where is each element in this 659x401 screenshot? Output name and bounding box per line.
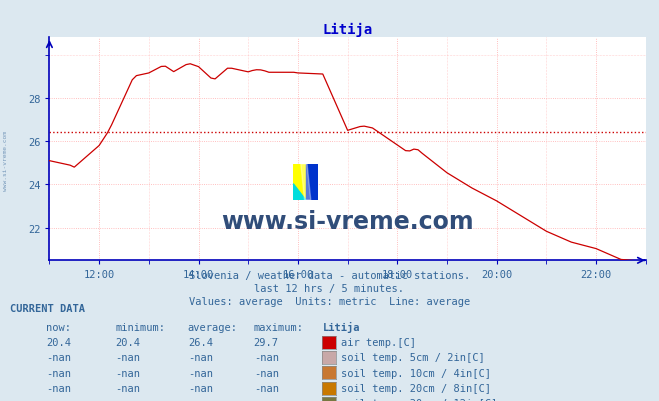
Text: 29.7: 29.7 [254,337,279,347]
Text: minimum:: minimum: [115,322,165,332]
Text: -nan: -nan [46,383,71,393]
Text: average:: average: [188,322,238,332]
Text: Values: average  Units: metric  Line: average: Values: average Units: metric Line: aver… [189,296,470,306]
Text: Litija: Litija [323,321,360,332]
Text: soil temp. 10cm / 4in[C]: soil temp. 10cm / 4in[C] [341,368,491,378]
Polygon shape [301,164,311,200]
Text: -nan: -nan [115,383,140,393]
Text: -nan: -nan [115,398,140,401]
Polygon shape [306,164,318,200]
Text: -nan: -nan [46,398,71,401]
Text: -nan: -nan [115,368,140,378]
Text: -nan: -nan [46,352,71,363]
Text: -nan: -nan [115,352,140,363]
Text: CURRENT DATA: CURRENT DATA [10,303,85,313]
Text: maximum:: maximum: [254,322,304,332]
Text: -nan: -nan [254,368,279,378]
Title: Litija: Litija [322,23,373,37]
Text: last 12 hrs / 5 minutes.: last 12 hrs / 5 minutes. [254,284,405,294]
Text: -nan: -nan [254,383,279,393]
Text: -nan: -nan [254,352,279,363]
Text: www.si-vreme.com: www.si-vreme.com [221,210,474,234]
Text: Slovenia / weather data - automatic stations.: Slovenia / weather data - automatic stat… [189,271,470,281]
Text: www.si-vreme.com: www.si-vreme.com [3,130,8,190]
Text: 20.4: 20.4 [115,337,140,347]
Text: -nan: -nan [46,368,71,378]
Text: soil temp. 30cm / 12in[C]: soil temp. 30cm / 12in[C] [341,398,497,401]
Polygon shape [293,164,306,200]
Text: 26.4: 26.4 [188,337,213,347]
Polygon shape [293,184,306,200]
Text: now:: now: [46,322,71,332]
Text: soil temp. 20cm / 8in[C]: soil temp. 20cm / 8in[C] [341,383,491,393]
Text: -nan: -nan [188,383,213,393]
Text: -nan: -nan [188,398,213,401]
Text: air temp.[C]: air temp.[C] [341,337,416,347]
Text: soil temp. 5cm / 2in[C]: soil temp. 5cm / 2in[C] [341,352,484,363]
Text: -nan: -nan [188,352,213,363]
Text: -nan: -nan [254,398,279,401]
Text: 20.4: 20.4 [46,337,71,347]
Text: -nan: -nan [188,368,213,378]
